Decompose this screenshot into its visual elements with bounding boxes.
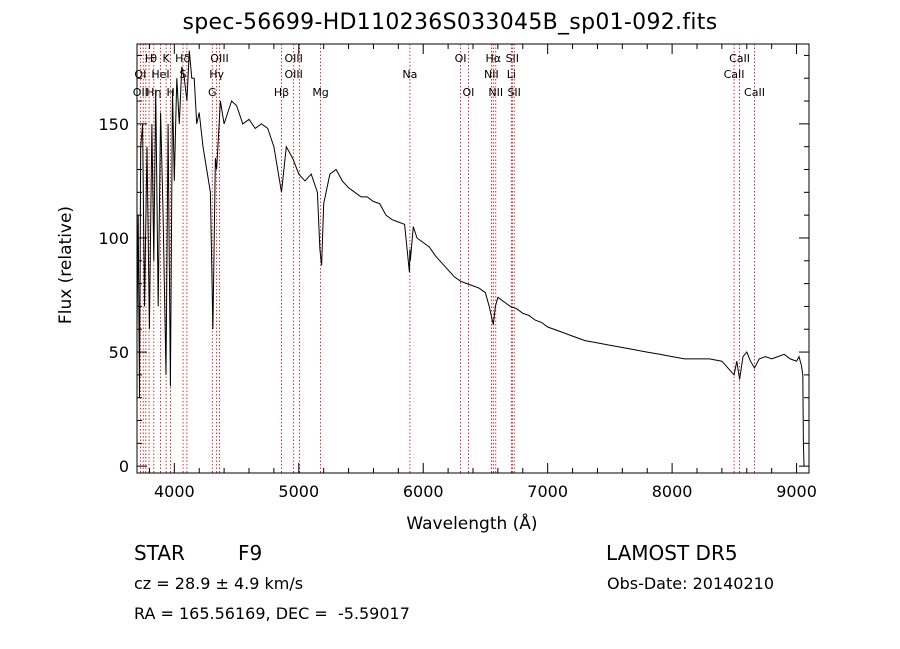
spectral-line-markers bbox=[139, 44, 755, 473]
redshift-readout: cz = 28.9 ± 4.9 km/s bbox=[134, 574, 304, 593]
coordinates-readout: RA = 165.56169, DEC = -5.59017 bbox=[134, 604, 410, 623]
spectral-line-label: CaII bbox=[744, 86, 765, 99]
spectrum-series-line bbox=[136, 50, 805, 467]
spectral-line-label: Hγ bbox=[209, 68, 224, 81]
y-tick-label: 150 bbox=[98, 115, 129, 134]
spectral-line-label: S bbox=[180, 68, 187, 81]
y-axis-label: Flux (relative) bbox=[56, 206, 76, 324]
chart-title: spec-56699-HD110236S033045B_sp01-092.fit… bbox=[182, 10, 718, 35]
spectral-line-label: K bbox=[163, 52, 171, 65]
spectral-line-label: CaII bbox=[729, 52, 750, 65]
spectral-line-label: Hα bbox=[486, 52, 502, 65]
y-tick-label: 0 bbox=[119, 457, 129, 476]
object-class: STAR bbox=[134, 541, 185, 565]
spectral-line-label: OII bbox=[133, 86, 148, 99]
spectral-line-label: Hβ bbox=[274, 86, 289, 99]
x-tick-label: 6000 bbox=[403, 482, 444, 501]
spectral-line-label: OIII bbox=[284, 68, 302, 81]
y-tick-label: 50 bbox=[109, 343, 129, 362]
x-tick-label: 7000 bbox=[527, 482, 568, 501]
spectral-line-label: OIII bbox=[210, 52, 228, 65]
spectral-line-label: H bbox=[166, 86, 174, 99]
x-tick-label: 4000 bbox=[154, 482, 195, 501]
spectral-line-label: OI bbox=[134, 68, 146, 81]
spectral-line-label: Hη bbox=[146, 86, 161, 99]
x-axis-label: Wavelength (Å) bbox=[406, 512, 537, 534]
x-tick-label: 9000 bbox=[776, 482, 817, 501]
spectral-line-label: Na bbox=[402, 68, 417, 81]
spectral-line-label: NII bbox=[484, 68, 499, 81]
survey-name: LAMOST DR5 bbox=[606, 541, 738, 565]
spectral-line-label: SII bbox=[507, 86, 520, 99]
spectral-line-label: NII bbox=[488, 86, 503, 99]
spectral-line-label: HeI bbox=[151, 68, 169, 81]
object-subclass: F9 bbox=[238, 541, 263, 565]
spectral-line-label: G bbox=[208, 86, 217, 99]
spectral-line-label: OIII bbox=[284, 52, 302, 65]
spectral-line-label: θ bbox=[150, 52, 157, 65]
observation-date: Obs-Date: 20140210 bbox=[607, 574, 775, 593]
spectral-line-label: δ bbox=[184, 52, 191, 65]
y-tick-label: 100 bbox=[98, 229, 129, 248]
spectral-line-label: SII bbox=[506, 52, 519, 65]
spectral-line-label: CaII bbox=[724, 68, 745, 81]
x-tick-label: 5000 bbox=[278, 482, 319, 501]
spectral-line-label: OI bbox=[462, 86, 474, 99]
spectral-line-label: OI bbox=[455, 52, 467, 65]
spectral-line-label: Mg bbox=[312, 86, 328, 99]
x-tick-label: 8000 bbox=[652, 482, 693, 501]
spectral-line-label: H bbox=[145, 52, 153, 65]
axis-ticks: 4000 5000 6000 7000 8000 9000 0 50 100 150 bbox=[98, 44, 817, 501]
spectral-line-label: Li bbox=[507, 68, 516, 81]
spectral-line-label: H bbox=[175, 52, 183, 65]
